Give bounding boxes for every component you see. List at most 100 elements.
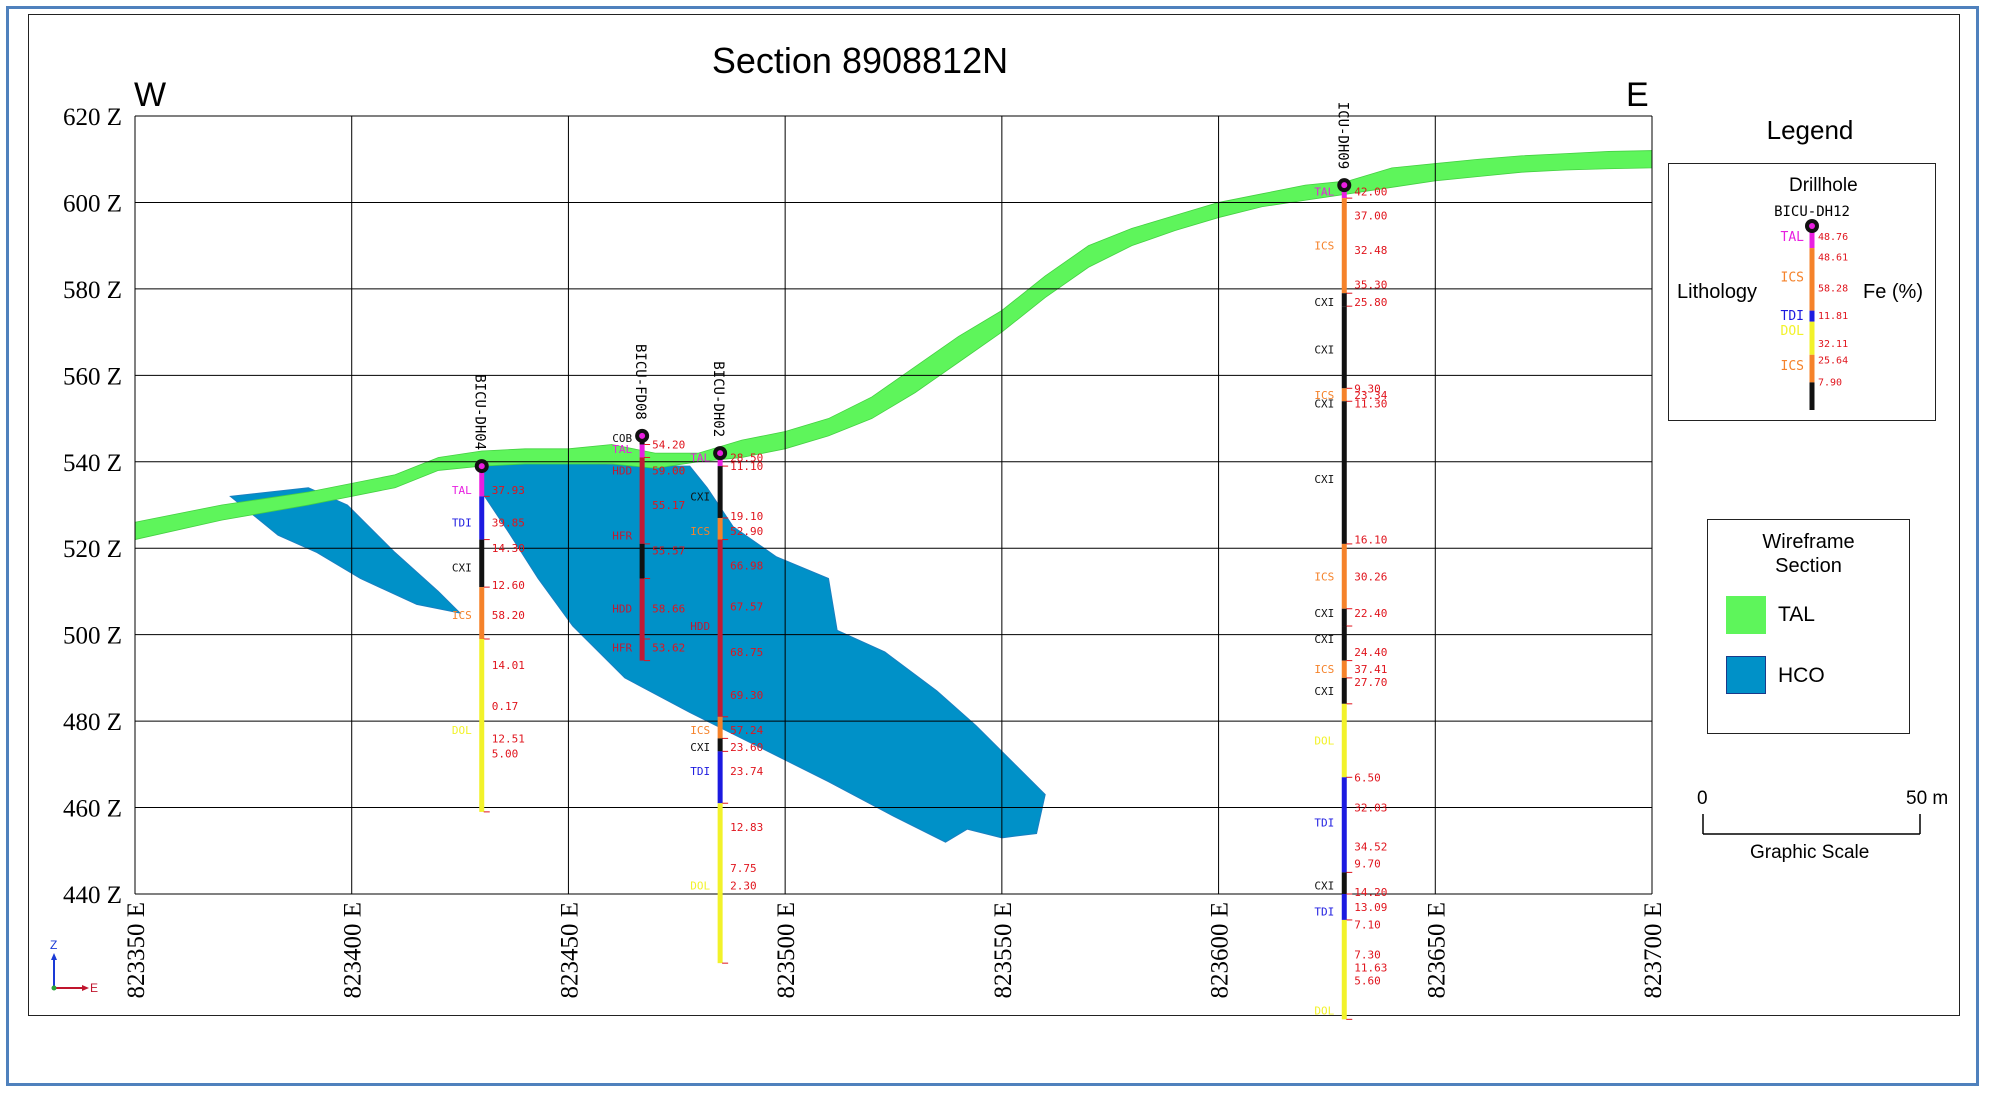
wireframe-title-line1: Wireframe (1762, 531, 1855, 553)
fe-value-label: 7.10 (1354, 918, 1381, 931)
section-title: Section 8908812N (712, 40, 1008, 81)
lithology-label: TAL (612, 443, 632, 456)
interval-cxi (1341, 306, 1347, 389)
interval-cxi (1341, 608, 1347, 627)
axis-layer: 620 Z 600 Z 580 Z 560 Z 540 Z 520 Z 500 Z 480 Z… (63, 104, 1667, 999)
fe-value-label: 37.93 (492, 484, 525, 497)
fe-value-label: 12.51 (492, 732, 525, 745)
fe-value-label: 13.09 (1354, 901, 1387, 914)
lithology-label: CXI (1314, 343, 1334, 356)
fe-value-label: 0.17 (492, 700, 519, 713)
lithology-label: ICS (1314, 389, 1334, 402)
e-tick-label: 823700 E (1640, 902, 1667, 999)
e-tick-label: 823350 E (123, 902, 150, 999)
drillhole-name: BICU-DH04 (472, 374, 488, 450)
lithology-label: HFR (612, 642, 632, 655)
interval-tdi (717, 751, 723, 804)
lithology-label: CXI (690, 490, 710, 503)
hco-swatch (1726, 656, 1766, 694)
drillhole-name: BICU-DH02 (710, 361, 726, 437)
interval-hdd (717, 539, 723, 717)
hco-swatch-label: HCO (1778, 664, 1825, 687)
interval-cxi (1341, 677, 1347, 704)
lithology-label: TAL (452, 484, 472, 497)
lithology-label: DOL (1314, 735, 1334, 748)
fe-value-label: 24.40 (1354, 646, 1387, 659)
interval-hdd (639, 578, 645, 639)
fe-value-label: 27.70 (1354, 676, 1387, 689)
wireframe-title-line2: Section (1775, 555, 1842, 577)
lithology-label: CXI (1314, 633, 1334, 646)
drillhole-name: BICU-FD08 (632, 344, 648, 420)
scale-title: Graphic Scale (1750, 842, 1870, 863)
interval-ics (479, 587, 485, 639)
lithology-label: CXI (1314, 397, 1334, 410)
interval-cxi (1341, 872, 1347, 894)
lithology-label: CXI (1314, 879, 1334, 892)
lithology-label: DOL (1314, 1005, 1334, 1018)
fe-value-label: 30.26 (1354, 570, 1387, 583)
lithology-label: ICS (452, 609, 472, 622)
legend-fe-label: 32.11 (1818, 339, 1848, 350)
wireframe-legend: Wireframe Section TAL HCO (1707, 519, 1910, 734)
fe-value-label: 54.20 (652, 438, 685, 451)
e-tick-label: 823500 E (773, 902, 800, 999)
z-tick-label: 620 Z (63, 104, 122, 131)
collar-marker-center (1341, 182, 1348, 189)
legend-lithology-label: DOL (1781, 324, 1805, 339)
fe-value-label: 5.60 (1354, 974, 1381, 987)
collar-marker-center (478, 463, 485, 470)
lithology-label: TDI (1314, 905, 1334, 918)
fe-value-label: 9.30 (1354, 382, 1381, 395)
lithology-label: HFR (612, 529, 632, 542)
fe-value-label: 11.30 (1354, 397, 1387, 410)
fe-value-label: 16.10 (1354, 534, 1387, 547)
interval-dol (1341, 919, 1347, 1020)
lithology-label: CXI (690, 741, 710, 754)
fe-value-label: 5.00 (492, 748, 519, 761)
fe-value-label: 23.60 (730, 741, 763, 754)
fe-value-label: 35.30 (1354, 279, 1387, 292)
fe-value-label: 14.01 (492, 659, 525, 672)
fe-value-label: 23.74 (730, 765, 763, 778)
lithology-label: COB (612, 432, 632, 445)
interval-cxi (639, 543, 645, 579)
collar-marker-center (717, 450, 724, 457)
z-tick-label: 480 Z (63, 709, 122, 736)
e-tick-label: 823450 E (556, 902, 583, 999)
legend-lithology-label: ICS (1781, 359, 1804, 374)
fe-value-label: 23.34 (1354, 389, 1387, 402)
fe-value-label: 11.63 (1354, 961, 1387, 974)
fe-value-label: 25.80 (1354, 296, 1387, 309)
interval-tdi (479, 496, 485, 540)
tal-wireframe (134, 150, 1653, 541)
fe-value-label: 6.50 (1354, 771, 1381, 784)
legend-lithology-label: ICS (1781, 271, 1804, 286)
legend-fe-label: 48.76 (1818, 232, 1848, 243)
drillhole-bicu-dh02: BICU-DH02 TAL CXI ICS HDD ICS CXI TDI DOL 28.5011… (690, 361, 764, 964)
interval-cxi (1341, 293, 1347, 307)
tal-swatch-label: TAL (1778, 603, 1815, 626)
legend-interval-ics (1809, 354, 1815, 383)
interval-cxi (717, 738, 723, 752)
lithology-label: DOL (452, 724, 472, 737)
interval-ics (1341, 660, 1347, 678)
fe-value-label: 58.66 (652, 603, 685, 616)
grid-layer (134, 115, 1653, 895)
outer-frame (6, 6, 1979, 1086)
legend-fe-label: Fe (%) (1863, 281, 1923, 303)
west-label: W (134, 76, 166, 114)
fe-value-label: 58.20 (492, 609, 525, 622)
fe-value-label: 55.57 (652, 544, 685, 557)
interval-cxi (479, 539, 485, 588)
fe-value-label: 12.60 (492, 579, 525, 592)
legend-interval-tdi (1809, 310, 1815, 322)
interval-cxi (1341, 626, 1347, 661)
legend-interval-tal (1809, 226, 1815, 249)
scale-zero-label: 0 (1697, 788, 1708, 809)
fe-value-label: 68.75 (730, 646, 763, 659)
fe-value-label: 53.62 (652, 642, 685, 655)
z-tick-label: 580 Z (63, 277, 122, 304)
interval-tal (479, 466, 485, 497)
